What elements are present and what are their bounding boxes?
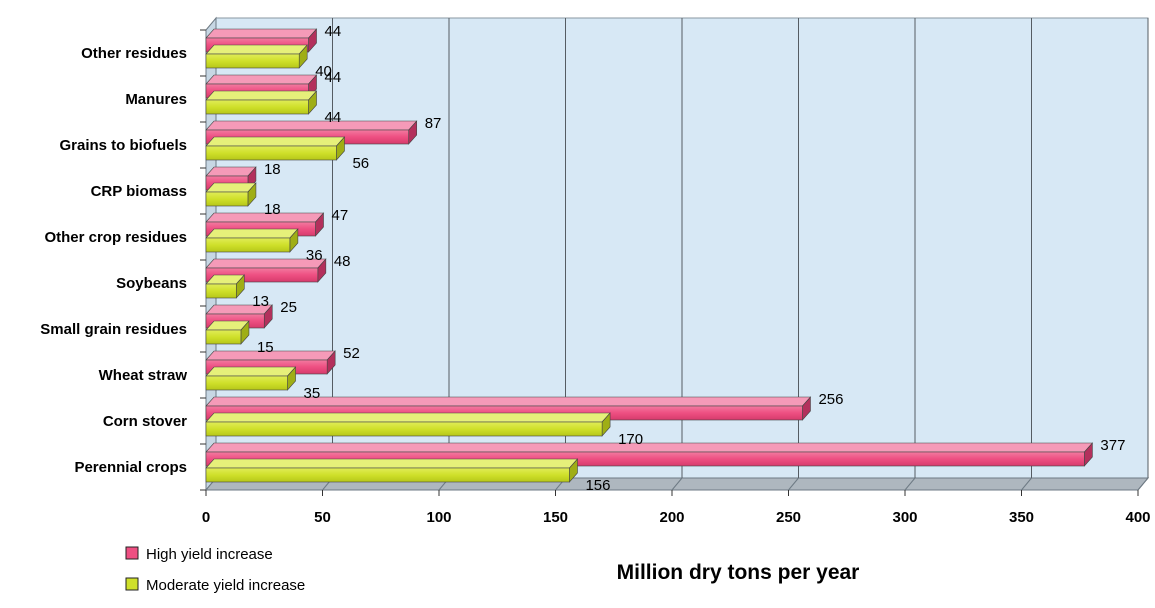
data-label: 15 [257, 339, 274, 356]
x-tick-label: 200 [659, 509, 684, 526]
x-tick-labels: 0 50 100 150 200 250 300 350 400 [202, 509, 1151, 526]
floor-gridline [1021, 477, 1032, 491]
category-label: Other residues [81, 45, 187, 62]
category-label: Perennial crops [74, 459, 187, 476]
bar-moderate [205, 228, 299, 253]
category-label: Small grain residues [40, 321, 187, 338]
legend-label: Moderate yield increase [146, 577, 305, 594]
category-label: Corn stover [103, 413, 187, 430]
bar-moderate [205, 90, 318, 115]
floor-gridline [671, 477, 683, 491]
x-tick-label: 0 [202, 509, 210, 526]
category-label: CRP biomass [91, 183, 187, 200]
legend-swatch [125, 577, 139, 591]
category-label: Soybeans [116, 275, 187, 292]
x-tick-label: 250 [776, 509, 801, 526]
legend: High yield increase Moderate yield increa… [125, 546, 305, 594]
bar-moderate [205, 274, 245, 299]
data-label: 36 [306, 247, 323, 264]
data-label: 87 [425, 115, 442, 132]
category-label: Wheat straw [99, 367, 188, 384]
x-tick-label: 100 [426, 509, 451, 526]
x-tick-label: 300 [892, 509, 917, 526]
data-label: 256 [818, 391, 843, 408]
data-label: 40 [315, 63, 332, 80]
data-label: 44 [325, 23, 342, 40]
data-label: 18 [264, 161, 281, 178]
category-label: Manures [125, 91, 187, 108]
data-label: 18 [264, 201, 281, 218]
floor-gridline [1137, 477, 1149, 491]
data-label: 25 [280, 299, 297, 316]
bar-moderate [205, 458, 579, 483]
data-label: 52 [343, 345, 360, 362]
data-label: 13 [252, 293, 269, 310]
bar-high [205, 28, 318, 53]
category-labels: Other residues Manures Grains to biofuels C… [40, 45, 187, 476]
x-axis-title: Million dry tons per year [617, 561, 860, 584]
category-label: Grains to biofuels [59, 137, 187, 154]
data-label: 156 [585, 477, 610, 494]
bar-moderate [205, 136, 346, 161]
x-tick-label: 350 [1009, 509, 1034, 526]
bar-moderate [205, 412, 611, 437]
data-label: 44 [325, 69, 342, 86]
category-label: Other crop residues [44, 229, 187, 246]
x-tick-label: 150 [543, 509, 568, 526]
bar-moderate [205, 44, 308, 69]
bars [205, 28, 1094, 483]
x-tick-label: 400 [1125, 509, 1150, 526]
data-label: 48 [334, 253, 351, 270]
data-label: 35 [304, 385, 321, 402]
data-label: 170 [618, 431, 643, 448]
bar-moderate [205, 366, 297, 391]
data-label: 44 [325, 109, 342, 126]
bar-moderate [205, 182, 257, 207]
bar-moderate [205, 320, 250, 345]
data-label: 56 [352, 155, 369, 172]
floor-gridline [904, 477, 916, 491]
floor-gridline [788, 477, 799, 491]
data-label: 377 [1100, 437, 1125, 454]
x-tick-label: 50 [314, 509, 331, 526]
legend-swatch [125, 546, 139, 560]
data-label: 47 [332, 207, 349, 224]
legend-label: High yield increase [146, 546, 273, 563]
